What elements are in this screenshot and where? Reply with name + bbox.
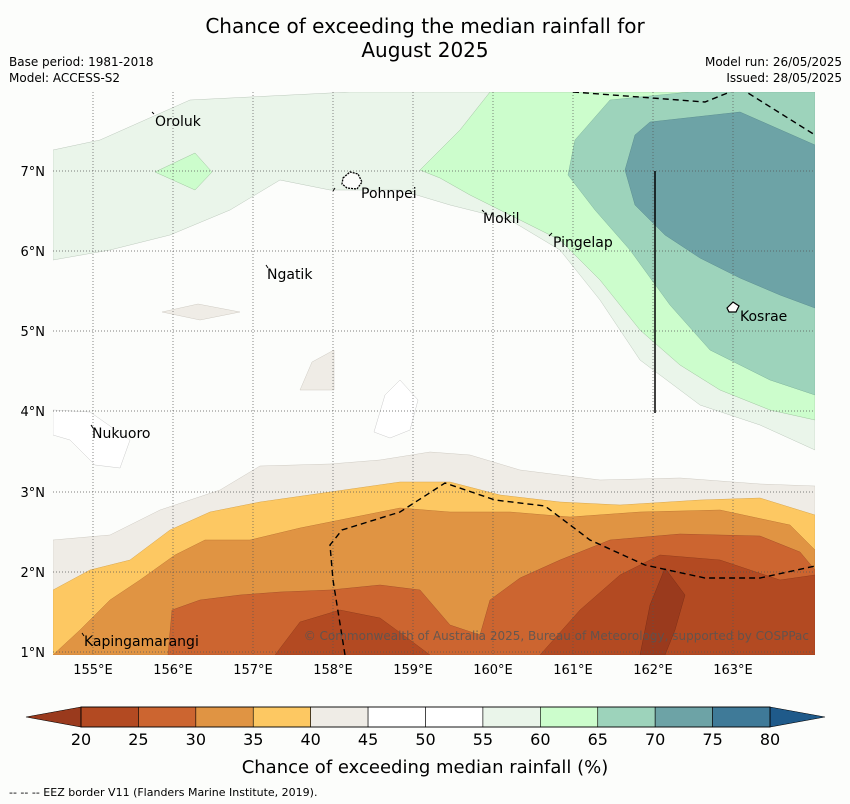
colorbar-segment bbox=[712, 706, 771, 728]
place-label-pingelap: Pingelap bbox=[553, 235, 613, 251]
atoll-markers bbox=[81, 111, 553, 637]
colorbar-tick-label: 45 bbox=[358, 730, 378, 749]
colorbar-segment bbox=[367, 706, 426, 728]
contour-white-west bbox=[53, 409, 131, 469]
lon-label-157: 157°E bbox=[233, 663, 273, 678]
place-label-oroluk: Oroluk bbox=[155, 114, 202, 130]
lon-label-160: 160°E bbox=[473, 663, 513, 678]
colorbar-segment bbox=[310, 706, 369, 728]
copyright-text: © Commonwealth of Australia 2025, Bureau… bbox=[304, 629, 809, 643]
contour-45-55-patch bbox=[373, 379, 419, 439]
colorbar-label: Chance of exceeding median rainfall (%) bbox=[242, 757, 609, 778]
model-text: Model: ACCESS-S2 bbox=[9, 71, 121, 85]
meta-right: Model run: 26/05/2025 Issued: 28/05/2025 bbox=[705, 54, 842, 86]
colorbar-tick-label: 70 bbox=[645, 730, 665, 749]
colorbar-segment bbox=[195, 706, 254, 728]
meta-left: Base period: 1981-2018 Model: ACCESS-S2 bbox=[9, 54, 154, 86]
footer-eez-note: -- -- -- EEZ border V11 (Flanders Marine… bbox=[9, 786, 318, 799]
lat-label-7: 7°N bbox=[21, 165, 46, 180]
lon-label-161: 161°E bbox=[553, 663, 593, 678]
lon-label-156: 156°E bbox=[153, 663, 193, 678]
gridlines bbox=[53, 92, 815, 655]
lat-label-2: 2°N bbox=[21, 566, 46, 581]
colorbar-tick-label: 80 bbox=[760, 730, 780, 749]
map-area: Oroluk Pohnpei Mokil Pingelap Ngatik Kos… bbox=[53, 92, 815, 655]
place-label-kapingamarangi: Kapingamarangi bbox=[84, 634, 199, 650]
lon-label-159: 159°E bbox=[393, 663, 433, 678]
issued-text: Issued: 28/05/2025 bbox=[726, 71, 842, 85]
colorbar: 20 25 30 35 40 45 50 55 60 65 70 75 80 Chance of exc… bbox=[25, 706, 826, 778]
place-label-kosrae: Kosrae bbox=[740, 309, 787, 325]
pohnpei-island bbox=[341, 171, 363, 190]
place-label-pohnpei: Pohnpei bbox=[361, 186, 417, 202]
lon-label-162: 162°E bbox=[633, 663, 673, 678]
lon-label-163: 163°E bbox=[713, 663, 753, 678]
contour-60-65-small bbox=[154, 152, 213, 191]
lat-label-1: 1°N bbox=[21, 646, 46, 661]
colorbar-tick-label: 20 bbox=[71, 730, 91, 749]
colorbar-under-arrow bbox=[25, 706, 82, 728]
place-label-ngatik: Ngatik bbox=[267, 267, 313, 283]
colorbar-tick-label: 35 bbox=[243, 730, 263, 749]
colorbar-tick-label: 50 bbox=[415, 730, 435, 749]
contour-below-20 bbox=[639, 567, 686, 655]
lat-label-4: 4°N bbox=[21, 405, 46, 420]
base-period-text: Base period: 1981-2018 bbox=[9, 55, 154, 69]
eez-borders bbox=[329, 92, 815, 655]
contour-40-45-patch-1 bbox=[161, 303, 241, 321]
contour-40-45-patch-2 bbox=[299, 349, 335, 391]
colorbar-tick-label: 60 bbox=[530, 730, 550, 749]
contour-20-25 bbox=[274, 609, 431, 655]
colorbar-tick-label: 30 bbox=[186, 730, 206, 749]
colorbar-tick-label: 25 bbox=[128, 730, 148, 749]
kosrae-island bbox=[726, 301, 740, 313]
colorbar-segment bbox=[80, 706, 139, 728]
lon-label-155: 155°E bbox=[73, 663, 113, 678]
colorbar-segment bbox=[482, 706, 541, 728]
colorbar-tick-label: 55 bbox=[473, 730, 493, 749]
model-run-text: Model run: 26/05/2025 bbox=[704, 55, 842, 69]
colorbar-segment bbox=[252, 706, 311, 728]
lat-label-6: 6°N bbox=[21, 245, 46, 260]
lat-label-3: 3°N bbox=[21, 486, 46, 501]
contour-70-75 bbox=[624, 111, 815, 309]
title-line-2: August 2025 bbox=[361, 38, 489, 62]
colorbar-tick-label: 65 bbox=[588, 730, 608, 749]
place-label-nukuoro: Nukuoro bbox=[92, 426, 150, 442]
colorbar-segment bbox=[540, 706, 599, 728]
colorbar-over-arrow bbox=[769, 706, 826, 728]
title-line-1: Chance of exceeding the median rainfall … bbox=[205, 14, 645, 38]
colorbar-segment bbox=[425, 706, 484, 728]
colorbar-segment bbox=[597, 706, 656, 728]
colorbar-tick-label: 75 bbox=[702, 730, 722, 749]
colorbar-segment bbox=[138, 706, 197, 728]
lat-label-5: 5°N bbox=[21, 325, 46, 340]
place-label-mokil: Mokil bbox=[483, 211, 520, 227]
colorbar-segment bbox=[654, 706, 713, 728]
chart-title: Chance of exceeding the median rainfall … bbox=[0, 14, 850, 62]
lon-label-158: 158°E bbox=[313, 663, 353, 678]
colorbar-tick-label: 40 bbox=[300, 730, 320, 749]
